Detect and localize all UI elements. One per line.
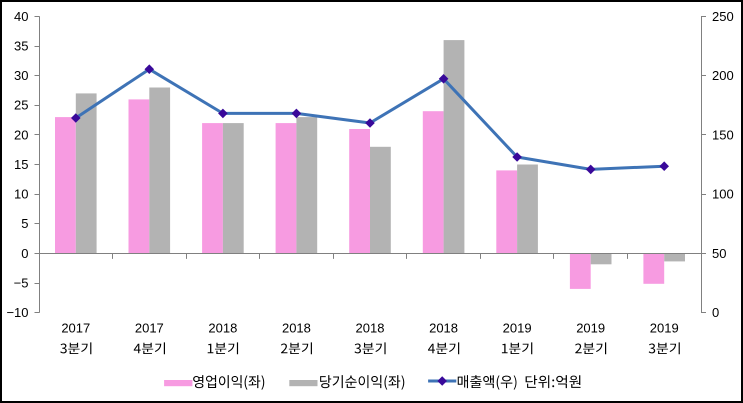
svg-text:50: 50 bbox=[712, 246, 726, 261]
svg-text:0: 0 bbox=[712, 305, 719, 320]
svg-text:35: 35 bbox=[14, 38, 28, 53]
svg-text:2019: 2019 bbox=[503, 320, 532, 335]
svg-text:30: 30 bbox=[14, 68, 28, 83]
svg-text:2019: 2019 bbox=[650, 320, 679, 335]
svg-text:5: 5 bbox=[21, 216, 28, 231]
svg-text:2017: 2017 bbox=[135, 320, 164, 335]
svg-text:2018: 2018 bbox=[208, 320, 237, 335]
svg-text:150: 150 bbox=[712, 127, 734, 142]
svg-text:2018: 2018 bbox=[356, 320, 385, 335]
svg-text:2019: 2019 bbox=[576, 320, 605, 335]
svg-text:200: 200 bbox=[712, 68, 734, 83]
svg-text:0: 0 bbox=[21, 246, 28, 261]
svg-text:−5: −5 bbox=[14, 275, 29, 290]
svg-text:40: 40 bbox=[14, 9, 28, 24]
svg-text:20: 20 bbox=[14, 127, 28, 142]
svg-text:10: 10 bbox=[14, 187, 28, 202]
svg-text:2018: 2018 bbox=[429, 320, 458, 335]
svg-text:100: 100 bbox=[712, 187, 734, 202]
svg-text:2017: 2017 bbox=[61, 320, 90, 335]
svg-text:2018: 2018 bbox=[282, 320, 311, 335]
svg-text:15: 15 bbox=[14, 157, 28, 172]
svg-text:250: 250 bbox=[712, 9, 734, 24]
svg-text:−10: −10 bbox=[6, 305, 28, 320]
svg-text:25: 25 bbox=[14, 98, 28, 113]
